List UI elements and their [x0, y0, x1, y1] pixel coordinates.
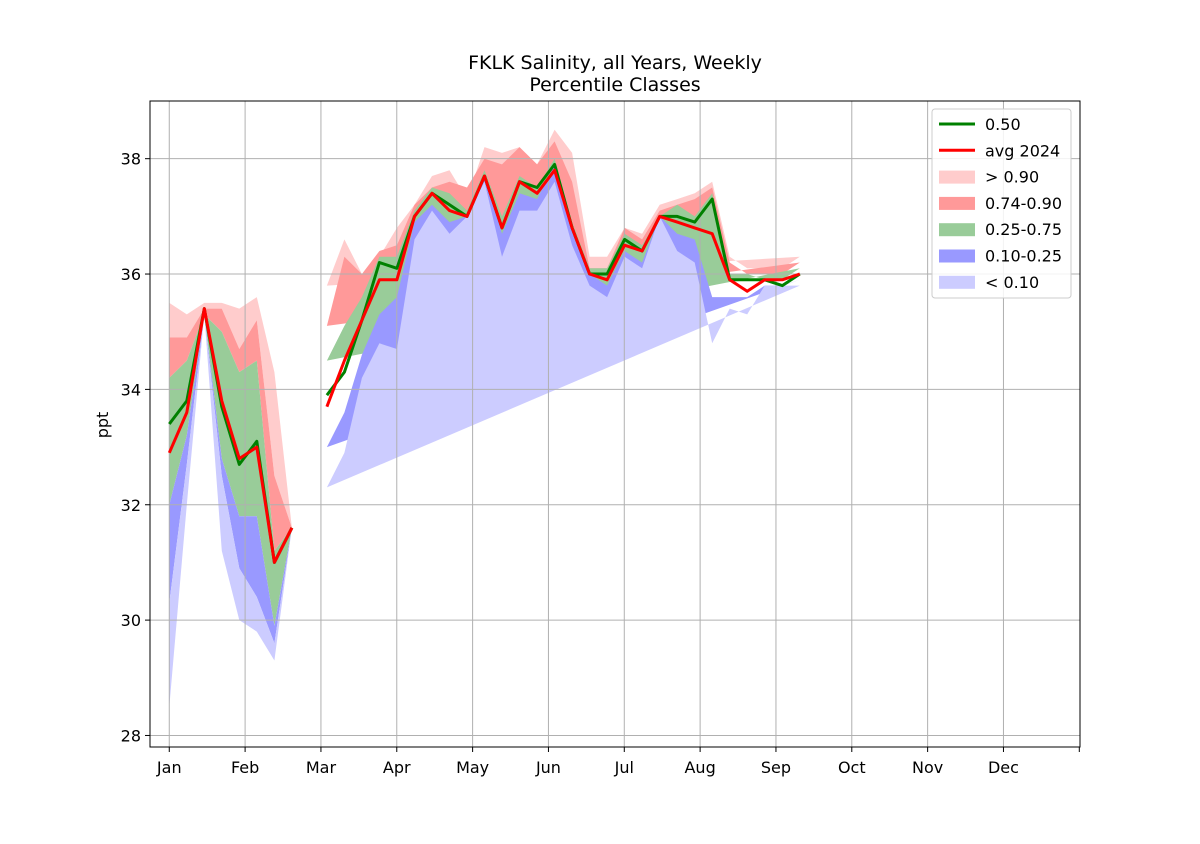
y-tick-label-32: 32 — [121, 496, 141, 515]
legend-label-p74_90: 0.74-0.90 — [985, 194, 1062, 213]
band-p10_25-seg0 — [169, 314, 292, 644]
legend-swatch-p10_25 — [939, 249, 975, 263]
legend-label-lt10: < 0.10 — [985, 273, 1039, 292]
avg-line-seg0 — [167, 307, 294, 564]
legend: 0.50 avg 2024 > 0.90 0.74-0.90 0.25-0.75 0.10… — [931, 108, 1072, 299]
y-axis-label: ppt — [93, 412, 112, 439]
legend-swatch-p25_75 — [939, 223, 975, 237]
percentile-bands — [169, 129, 800, 707]
y-tick-label-28: 28 — [121, 726, 141, 745]
x-tick-label-jun: Jun — [535, 758, 561, 777]
legend-label-gt90: > 0.90 — [985, 168, 1039, 187]
legend-label-p25_75: 0.25-0.75 — [985, 220, 1062, 239]
legend-label-p10_25: 0.10-0.25 — [985, 247, 1062, 266]
legend-label-avg: avg 2024 — [985, 141, 1060, 160]
legend-swatch-gt90 — [939, 170, 975, 184]
band-p74_90-seg0 — [169, 308, 292, 551]
y-tick-label-34: 34 — [121, 380, 141, 399]
band-gt90-seg0 — [169, 297, 292, 528]
x-tick-label-dec: Dec — [988, 758, 1019, 777]
chart-title: FKLK Salinity, all Years, Weekly — [468, 52, 762, 74]
x-tick-label-feb: Feb — [231, 758, 259, 777]
x-tick-label-jan: Jan — [156, 758, 182, 777]
series-lines — [167, 162, 801, 564]
x-tick-label-oct: Oct — [838, 758, 866, 777]
grid-lines — [150, 101, 1080, 747]
x-tick-label-apr: Apr — [383, 758, 411, 777]
legend-label-median: 0.50 — [985, 115, 1021, 134]
chart-subtitle: Percentile Classes — [529, 74, 700, 96]
x-tick-label-aug: Aug — [684, 758, 715, 777]
band-p25_75-seg0 — [169, 314, 292, 626]
x-tick-label-may: May — [456, 758, 489, 777]
x-tick-label-mar: Mar — [306, 758, 337, 777]
x-tick-label-jul: Jul — [614, 758, 634, 777]
plot-frame — [149, 100, 1081, 748]
y-tick-label-38: 38 — [121, 150, 141, 169]
x-tick-label-nov: Nov — [912, 758, 943, 777]
y-tick-label-30: 30 — [121, 611, 141, 630]
band-lt10-seg1 — [326, 181, 800, 488]
y-axis-ticks: 28 30 32 34 36 38 — [121, 150, 150, 745]
legend-swatch-p74_90 — [939, 196, 975, 210]
legend-swatch-lt10 — [939, 275, 975, 289]
x-tick-label-sep: Sep — [761, 758, 791, 777]
y-tick-label-36: 36 — [121, 265, 141, 284]
x-axis-ticks: Jan Feb Mar Apr May Jun Jul Aug Sep Oct Nov Dec — [156, 747, 1080, 777]
avg-line-seg1 — [325, 168, 801, 408]
